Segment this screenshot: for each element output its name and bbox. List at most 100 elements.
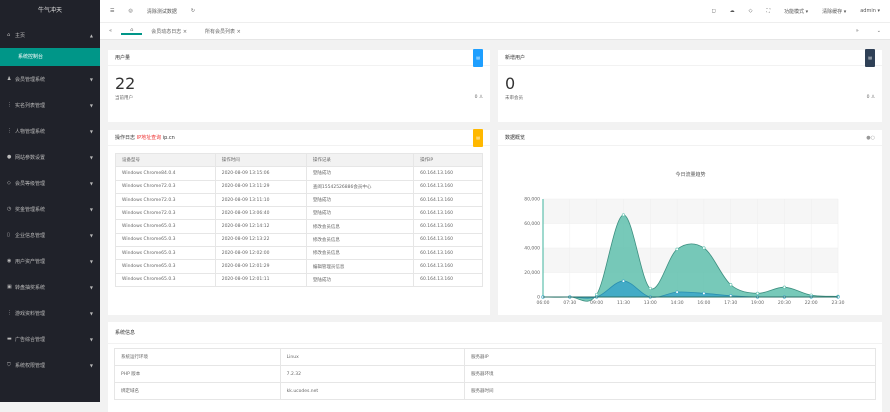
data-point[interactable] (648, 286, 652, 291)
data-point[interactable] (729, 283, 733, 287)
tab-member-log[interactable]: 会员动态日志 × (151, 28, 188, 35)
y-tick-label: 40,000 (524, 246, 540, 252)
user-sub-count: 0 (474, 95, 478, 100)
table-row: 绑定域名 kk.ucodes.net 服务器时间 (114, 382, 876, 400)
chevron-down-icon: ▼ (89, 206, 93, 212)
fullscreen-icon[interactable]: ⛶ (766, 8, 770, 14)
system-info-table: 系统运行环境 Linux 服务器IP PHP 版本 7.2.32 服务器环境 绑定域名 kk.… (114, 348, 876, 400)
chevron-down-icon: ▼ (89, 102, 93, 108)
table-cell: Windows Chrome65.0.3 (115, 232, 216, 248)
table-cell: 修改会员信息 (305, 246, 415, 261)
sidebar-item[interactable]: ⌂ 主页 ▲ (0, 22, 100, 48)
column-header: 操作时间 (214, 152, 307, 168)
refresh-icon[interactable]: ↻ (190, 8, 196, 14)
sidebar-item[interactable]: ⛉ 系统权限管理 ▼ (0, 352, 100, 378)
table-cell: PHP 版本 (114, 365, 281, 383)
table-row: Windows Chrome65.0.3 2020-08-09 12:14:12 修… (115, 219, 483, 234)
table-cell: 2020-08-09 12:01:11 (214, 272, 307, 287)
table-cell: 2020-08-09 12:14:12 (214, 219, 307, 234)
sidebar-item[interactable]: ● 网站参数设置 ▼ (0, 144, 100, 170)
sidebar-item[interactable]: ◷ 奖金管理系统 ▼ (0, 196, 100, 222)
bell-icon[interactable]: ◻ (711, 8, 716, 14)
x-tick-label: 23:30 (832, 300, 845, 306)
user-dropdown[interactable]: admin ▾ (860, 8, 880, 14)
table-cell: 2020-08-09 12:13:22 (214, 232, 307, 248)
operation-log-card: 操作日志 IP地址查询 ip.cn ▤ 设备型号 操作时间 操作记录 操作IP Windo… (108, 128, 490, 315)
top-header: ☰ ◎ 清除测试数据 ↻ ◻ ☁ ◇ ⛶ 功能模式 ▾ 清除缓存 ▾ admin… (100, 0, 890, 22)
shield-icon: ⛉ (7, 362, 11, 368)
table-cell: Windows Chrome65.0.3 (115, 259, 216, 274)
sidebar-item[interactable]: ▣ 转盘抽奖系统 ▼ (0, 274, 100, 300)
chevron-down-icon: ▼ (89, 284, 93, 290)
new-user-card: 新增用户 ▤ 0 未审会员 0 ♙ (498, 48, 882, 122)
sidebar-item-label: 转盘抽奖系统 (15, 284, 46, 291)
table-row: Windows Chrome84.0.4 2020-08-09 13:15:06 登… (115, 166, 483, 181)
sidebar-item[interactable]: ◉ 用户资产管理 ▼ (0, 248, 100, 274)
y-tick-label: 0 (537, 295, 540, 301)
sidebar-item-label: 用户资产管理 (15, 258, 46, 265)
diamond-icon: ◇ (7, 180, 11, 186)
chevron-down-icon: ▼ (89, 128, 93, 134)
sidebar-item[interactable]: ♟ 会员管理系统 ▼ (0, 66, 100, 92)
clear-cache-dropdown[interactable]: 清除缓存 ▾ (822, 8, 847, 15)
data-point[interactable] (675, 290, 679, 294)
home-icon: ⌂ (7, 32, 11, 38)
user-label: 当前用户 (115, 96, 133, 101)
sidebar-item[interactable]: ◇ 会员等级管理 ▼ (0, 170, 100, 196)
menu-toggle-icon[interactable]: ☰ (110, 8, 115, 14)
sidebar-item[interactable]: ⋮ 人物管理系统 ▼ (0, 118, 100, 144)
data-point[interactable] (702, 246, 706, 250)
data-point[interactable] (621, 213, 626, 217)
tabs-right-icon[interactable]: » (855, 28, 859, 34)
column-header: 操作记录 (305, 152, 415, 168)
tab-member-list[interactable]: 所有会员列表 × (205, 28, 241, 35)
x-tick-label: 19:00 (751, 300, 764, 306)
sidebar-subitem-console[interactable]: 系统控制台 (0, 48, 100, 66)
sidebar-item-label: 人物管理系统 (15, 128, 46, 135)
sidebar-item[interactable]: ▯ 企业信息管理 ▼ (0, 222, 100, 248)
series-area (543, 281, 838, 299)
sidebar-item[interactable]: ⋮ 游戏资料管理 ▼ (0, 300, 100, 326)
sidebar-item-label: 会员等级管理 (15, 180, 46, 187)
sidebar-item-label: 实名列表管理 (15, 102, 46, 109)
tag-icon[interactable]: ◇ (748, 8, 753, 14)
chevron-down-icon: ▼ (89, 154, 93, 160)
data-point[interactable] (755, 291, 760, 295)
x-tick-label: 16:00 (697, 300, 710, 306)
table-cell: 60.164.13.160 (413, 219, 483, 234)
table-cell: 查阅15542526886会员中心 (305, 179, 415, 194)
user-count-card: 用户量 ▤ 22 当前用户 0 ♙ (108, 48, 490, 122)
sidebar-item[interactable]: ⋮ 实名列表管理 ▼ (0, 92, 100, 118)
tabs-left-icon[interactable]: « (109, 28, 113, 34)
globe-icon[interactable]: ◎ (128, 8, 133, 14)
tabs-menu-icon[interactable]: ⌄ (876, 28, 881, 34)
tab-bar: « ⌂ 会员动态日志 × 所有会员列表 × » ⌄ (100, 22, 890, 40)
data-point[interactable] (675, 247, 679, 251)
data-point[interactable] (702, 291, 706, 295)
table-cell: Linux (279, 348, 466, 366)
data-point[interactable] (621, 279, 626, 283)
table-cell: 2020-08-09 12:02:00 (214, 246, 307, 261)
sidebar-item[interactable]: ▬ 广告综合管理 ▼ (0, 326, 100, 352)
x-tick-label: 11:30 (617, 300, 630, 306)
logo: 牛气冲天 (37, 7, 62, 14)
new-user-count: 0 (505, 74, 516, 93)
table-cell: 7.2.32 (279, 365, 466, 383)
table-cell: 60.164.13.160 (413, 206, 483, 221)
carousel-dots[interactable]: ●○ (866, 134, 875, 141)
ip-query-link[interactable]: IP地址查询 (136, 134, 162, 141)
clear-test-button[interactable]: 清除测试数据 (146, 8, 177, 15)
table-cell: 绑定域名 (114, 382, 281, 400)
data-point[interactable] (782, 285, 786, 289)
card-title: 系统信息 (115, 329, 136, 336)
tab-home[interactable]: ⌂ (121, 27, 143, 35)
x-tick-label: 06:00 (537, 300, 550, 306)
table-cell: 60.164.13.160 (413, 166, 483, 181)
mode-dropdown[interactable]: 功能模式 ▾ (783, 8, 809, 15)
x-tick-label: 20:30 (778, 300, 791, 306)
theme-icon[interactable]: ☁ (729, 8, 735, 14)
chevron-up-icon: ▲ (89, 32, 93, 38)
x-tick-label: 13:00 (644, 300, 657, 306)
column-header: 设备型号 (115, 152, 216, 168)
chevron-down-icon: ▼ (89, 180, 93, 186)
